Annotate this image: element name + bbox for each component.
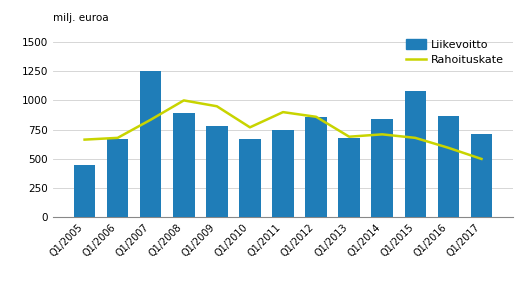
Rahoituskate — [180, 98, 187, 102]
Bar — [471, 134, 492, 217]
Rahoituskate — [379, 133, 386, 136]
Bar — [107, 139, 129, 217]
Rahoituskate — [346, 135, 352, 139]
Rahoituskate — [478, 157, 485, 161]
Rahoituskate — [280, 110, 286, 114]
Bar — [371, 119, 393, 217]
Bar — [74, 165, 95, 217]
Bar — [405, 91, 426, 217]
Bar — [272, 130, 294, 217]
Bar — [239, 139, 261, 217]
Line: Rahoituskate: Rahoituskate — [85, 100, 481, 159]
Rahoituskate — [412, 136, 418, 140]
Rahoituskate — [114, 136, 121, 140]
Legend: Liikevoitto, Rahoituskate: Liikevoitto, Rahoituskate — [403, 36, 507, 69]
Bar — [173, 113, 195, 217]
Text: milj. euroa: milj. euroa — [53, 13, 108, 23]
Rahoituskate — [214, 104, 220, 108]
Bar — [206, 126, 227, 217]
Rahoituskate — [148, 118, 154, 121]
Rahoituskate — [247, 126, 253, 129]
Rahoituskate — [81, 138, 88, 141]
Bar — [305, 117, 327, 217]
Rahoituskate — [313, 115, 320, 119]
Bar — [437, 116, 459, 217]
Bar — [339, 138, 360, 217]
Rahoituskate — [445, 146, 452, 149]
Bar — [140, 71, 161, 217]
